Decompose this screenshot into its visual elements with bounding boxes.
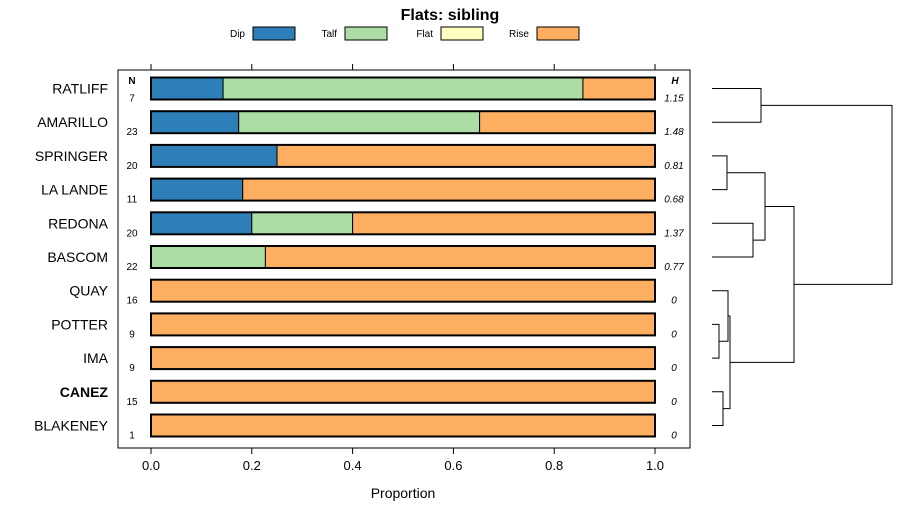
dendrogram-link — [712, 323, 720, 359]
dendrogram-link — [712, 222, 754, 258]
bar-segment-springer-rise — [276, 144, 656, 168]
n-value-potter: 9 — [129, 329, 135, 340]
x-tick-label-1-0: 1.0 — [646, 458, 664, 473]
h-value-amarillo: 1.48 — [664, 127, 684, 138]
bar-segment-redona-dip — [150, 211, 253, 235]
dendrogram-link — [712, 155, 728, 191]
category-label-quay: QUAY — [69, 283, 108, 299]
bar-outline-springer — [150, 143, 656, 168]
dendrogram-link — [761, 104, 893, 285]
legend: Dip Talf Flat Rise — [230, 26, 580, 41]
category-label-amarillo: AMARILLO — [37, 114, 108, 130]
x-tick-label-0-4: 0.4 — [344, 458, 362, 473]
h-value-blakeney: 0 — [671, 431, 677, 442]
n-value-redona: 20 — [126, 228, 138, 239]
bar-segment-redona-rise — [352, 211, 656, 235]
h-value-ima: 0 — [671, 363, 677, 374]
x-tick-label-0-2: 0.2 — [243, 458, 261, 473]
bar-outline-quay — [150, 278, 656, 303]
category-label-ratliff: RATLIFF — [52, 81, 108, 97]
x-tick-label-0-8: 0.8 — [545, 458, 563, 473]
n-value-ima: 9 — [129, 363, 135, 374]
x-axis-label: Proportion — [371, 485, 436, 501]
bar-segment-amarillo-talf — [238, 110, 481, 134]
dendrogram — [712, 88, 893, 426]
bar-segment-ratliff-talf — [222, 77, 584, 100]
bar-segment-canez-rise — [150, 380, 656, 404]
dendrogram-link — [723, 315, 731, 410]
bar-outline-canez — [150, 379, 656, 404]
legend-swatch-flat — [440, 26, 484, 41]
category-label-canez: CANEZ — [60, 384, 109, 400]
category-label-redona: REDONA — [48, 215, 109, 231]
legend-label-rise: Rise — [509, 29, 529, 40]
bar-outline-ratliff — [150, 76, 656, 101]
legend-label-dip: Dip — [230, 29, 245, 40]
h-value-quay: 0 — [671, 296, 677, 307]
n-value-quay: 16 — [126, 296, 138, 307]
bar-outline-bascom — [150, 245, 656, 269]
bar-outline-la-lande — [150, 177, 656, 202]
bar-segment-bascom-rise — [264, 245, 656, 269]
bar-outline-blakeney — [150, 413, 656, 438]
row-labels-group: RATLIFF 7 1.15 AMARILLO 23 1.48 SPRINGER 20 0.81… — [34, 81, 684, 442]
dendrogram-link — [712, 391, 724, 426]
n-value-la-lande: 11 — [127, 195, 138, 206]
bar-segment-la-lande-dip — [150, 178, 244, 202]
bar-segment-bascom-talf — [150, 245, 266, 269]
chart-title: Flats: sibling — [401, 7, 500, 24]
legend-swatch-dip — [252, 26, 296, 41]
bar-segment-ima-rise — [150, 346, 656, 370]
legend-label-flat: Flat — [416, 29, 433, 40]
plot-frame — [117, 69, 691, 449]
x-axis: 0.0 0.2 0.4 0.6 0.8 1.0 — [142, 64, 664, 473]
bars-group — [150, 76, 656, 438]
h-value-la-lande: 0.68 — [664, 195, 684, 206]
bar-segment-amarillo-rise — [479, 110, 656, 134]
n-value-amarillo: 23 — [126, 127, 138, 138]
h-value-redona: 1.37 — [664, 228, 684, 239]
bar-segment-amarillo-dip — [150, 110, 240, 134]
dendrogram-link — [727, 172, 766, 241]
n-column-header: N — [128, 76, 135, 87]
h-value-canez: 0 — [671, 397, 677, 408]
legend-swatch-talf — [344, 26, 388, 41]
bar-segment-quay-rise — [150, 279, 656, 303]
bar-outline-amarillo — [150, 110, 656, 135]
legend-swatch-rise — [536, 26, 580, 41]
category-label-springer: SPRINGER — [35, 148, 108, 164]
bar-segment-la-lande-rise — [242, 178, 656, 202]
legend-label-talf: Talf — [321, 29, 337, 40]
category-label-potter: POTTER — [51, 316, 108, 332]
category-label-ima: IMA — [83, 350, 109, 366]
x-tick-label-0-6: 0.6 — [444, 458, 462, 473]
dendrogram-link — [712, 290, 729, 342]
n-value-blakeney: 1 — [129, 431, 135, 442]
n-value-canez: 15 — [126, 397, 138, 408]
bar-segment-blakeney-rise — [150, 414, 656, 437]
bar-segment-potter-rise — [150, 312, 656, 336]
category-label-la-lande: LA LANDE — [41, 182, 108, 198]
h-value-springer: 0.81 — [664, 161, 683, 172]
bar-outline-potter — [150, 312, 656, 337]
bar-segment-springer-dip — [150, 144, 278, 168]
bar-segment-ratliff-dip — [150, 77, 224, 100]
dendrogram-link — [712, 88, 762, 123]
h-value-ratliff: 1.15 — [664, 94, 684, 105]
bar-outline-ima — [150, 346, 656, 371]
bar-segment-redona-talf — [251, 211, 354, 235]
h-column-header: H — [671, 76, 679, 87]
h-value-potter: 0 — [671, 329, 677, 340]
dendrogram-link — [730, 205, 795, 363]
bar-segment-ratliff-rise — [582, 77, 656, 100]
category-label-bascom: BASCOM — [47, 249, 108, 265]
x-tick-label-0-0: 0.0 — [142, 458, 160, 473]
n-value-springer: 20 — [126, 161, 138, 172]
h-value-bascom: 0.77 — [664, 262, 684, 273]
bar-outline-redona — [150, 211, 656, 236]
category-label-blakeney: BLAKENEY — [34, 418, 109, 434]
n-value-bascom: 22 — [126, 262, 138, 273]
n-value-ratliff: 7 — [129, 94, 135, 105]
